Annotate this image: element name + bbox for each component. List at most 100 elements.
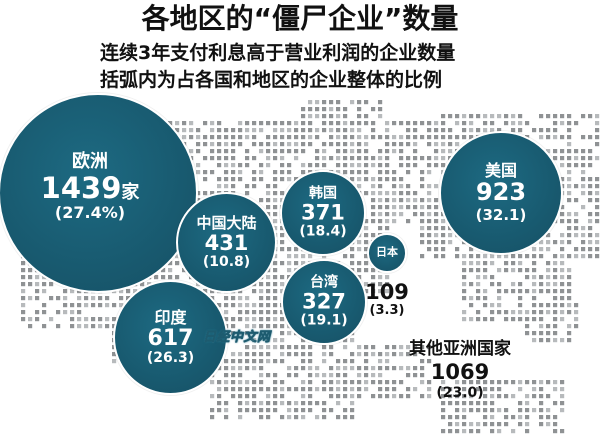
map-dot (259, 170, 264, 175)
map-dot (245, 317, 250, 322)
map-dot (532, 247, 537, 252)
map-dot (532, 128, 537, 133)
map-dot (567, 310, 572, 315)
map-dot (567, 198, 572, 203)
map-dot (448, 233, 453, 238)
map-dot (427, 128, 432, 133)
map-dot (336, 156, 341, 161)
map-dot (588, 156, 593, 161)
bubble-europe-value: 1439家 (0, 173, 188, 203)
map-dot (196, 170, 201, 175)
map-dot (392, 345, 397, 350)
map-dot (378, 205, 383, 210)
map-dot (196, 191, 201, 196)
map-dot (70, 317, 75, 322)
map-dot (98, 317, 103, 322)
map-dot (567, 331, 572, 336)
map-dot (350, 128, 355, 133)
map-dot (532, 261, 537, 266)
map-dot (259, 380, 264, 385)
map-dot (385, 128, 390, 133)
map-dot (280, 415, 285, 420)
map-dot (504, 380, 509, 385)
map-dot (560, 149, 565, 154)
map-dot (539, 380, 544, 385)
map-dot (231, 296, 236, 301)
map-dot (385, 394, 390, 399)
map-dot (378, 191, 383, 196)
map-dot (245, 156, 250, 161)
map-dot (518, 310, 523, 315)
map-dot (210, 156, 215, 161)
map-dot (399, 345, 404, 350)
map-dot (273, 275, 278, 280)
map-dot (203, 191, 208, 196)
map-dot (539, 310, 544, 315)
map-dot (210, 149, 215, 154)
map-dot (378, 226, 383, 231)
map-dot (420, 121, 425, 126)
map-dot (343, 163, 348, 168)
map-dot (259, 149, 264, 154)
map-dot (497, 254, 502, 259)
map-dot (532, 408, 537, 413)
bubble-europe: 欧洲 1439家 (27.4%) (0, 93, 198, 293)
map-dot (441, 156, 446, 161)
map-dot (336, 373, 341, 378)
map-dot (287, 128, 292, 133)
map-dot (266, 387, 271, 392)
map-dot (532, 303, 537, 308)
map-dot (336, 107, 341, 112)
map-dot (112, 352, 117, 357)
map-dot (231, 394, 236, 399)
map-dot (105, 303, 110, 308)
map-dot (567, 324, 572, 329)
map-dot (441, 380, 446, 385)
map-dot (140, 282, 145, 287)
map-dot (546, 240, 551, 245)
map-dot (588, 212, 593, 217)
map-dot (483, 380, 488, 385)
map-dot (224, 359, 229, 364)
map-dot (476, 387, 481, 392)
map-dot (560, 338, 565, 343)
map-dot (518, 303, 523, 308)
map-dot (483, 254, 488, 259)
map-dot (308, 107, 313, 112)
map-dot (308, 254, 313, 259)
map-dot (252, 177, 257, 182)
map-dot (553, 296, 558, 301)
map-dot (308, 373, 313, 378)
map-dot (511, 394, 516, 399)
map-dot (224, 401, 229, 406)
map-dot (532, 331, 537, 336)
map-dot (350, 380, 355, 385)
map-dot (518, 121, 523, 126)
map-dot (364, 373, 369, 378)
map-dot (595, 121, 600, 126)
map-dot (574, 156, 579, 161)
map-dot (266, 163, 271, 168)
map-dot (497, 128, 502, 133)
map-dot (259, 303, 264, 308)
map-dot (238, 310, 243, 315)
map-dot (399, 184, 404, 189)
map-dot (399, 163, 404, 168)
map-dot (238, 296, 243, 301)
map-dot (413, 212, 418, 217)
map-dot (273, 191, 278, 196)
map-dot (574, 310, 579, 315)
map-dot (518, 387, 523, 392)
map-dot (175, 121, 180, 126)
map-dot (420, 366, 425, 371)
map-dot (392, 380, 397, 385)
map-dot (105, 296, 110, 301)
map-dot (259, 289, 264, 294)
map-dot (378, 149, 383, 154)
map-dot (364, 282, 369, 287)
map-dot (560, 219, 565, 224)
map-dot (448, 149, 453, 154)
map-dot (259, 387, 264, 392)
map-dot (322, 163, 327, 168)
map-dot (273, 324, 278, 329)
